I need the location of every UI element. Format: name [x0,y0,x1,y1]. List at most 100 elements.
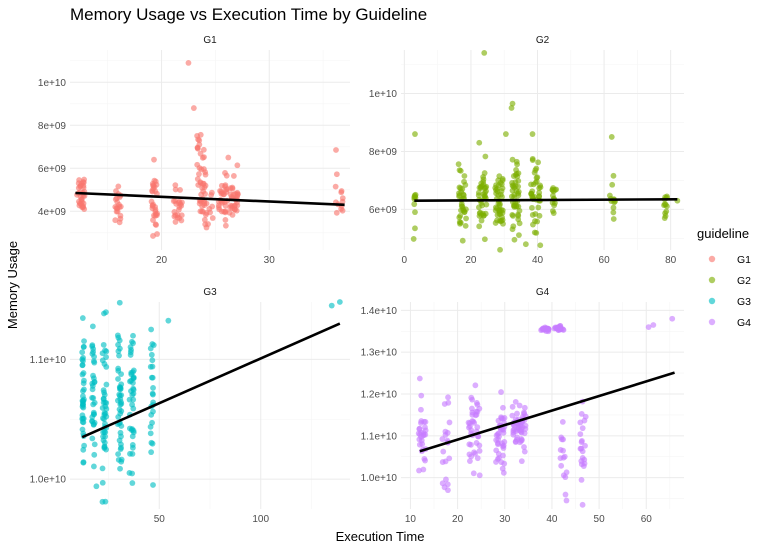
data-point [172,186,179,193]
data-point [103,309,109,316]
data-point [177,187,183,193]
data-point [531,229,538,236]
data-point [440,448,447,455]
data-point [115,414,122,420]
data-point [509,100,516,107]
data-point [512,182,519,189]
data-point [579,448,586,455]
data-point [478,183,485,190]
data-point [457,185,464,192]
data-point [482,153,489,160]
data-point [152,211,159,217]
data-point [537,184,544,191]
data-point [89,414,96,420]
trend-line [419,371,675,453]
data-point [101,411,108,418]
data-point [540,325,546,332]
data-point [473,411,480,418]
data-point [209,189,215,196]
data-point [229,185,236,192]
data-point [79,349,86,356]
data-point [530,221,536,228]
y-tick-label: 1e+10 [38,78,67,89]
data-point [203,209,210,216]
data-point [225,154,232,161]
data-point [234,162,241,169]
trend-line [81,322,341,439]
data-point [499,176,506,182]
data-point [514,410,520,417]
data-point [458,201,465,207]
data-point [476,448,483,454]
data-point [148,411,155,418]
data-point [459,237,466,244]
data-point [468,441,474,448]
data-point [610,172,617,179]
data-point [151,177,158,184]
data-point [509,412,516,419]
y-tick-label: 6e+09 [38,164,67,175]
data-point [100,341,107,348]
data-point [79,362,86,368]
data-point [90,372,96,379]
data-point [89,386,96,393]
data-point [332,183,339,190]
data-point [559,418,566,425]
data-point [100,387,107,394]
data-point [550,210,557,216]
data-point [200,146,207,153]
data-point [578,477,585,483]
data-point [172,212,179,219]
data-point [476,223,483,230]
data-point [462,182,469,188]
data-point [610,204,617,211]
y-axis-title: Memory Usage [5,241,20,329]
data-point [116,352,122,359]
panel-g3: 50 100 1.0e+10 1.1e+10 G3 [30,287,350,525]
data-point [457,167,464,174]
data-point [79,426,86,433]
data-point [113,188,119,194]
data-point [498,389,504,395]
data-point [445,394,451,401]
data-point [90,395,97,401]
data-point [460,192,467,199]
data-point [558,462,565,469]
data-point [150,182,157,189]
data-point [422,457,428,464]
legend-label: G2 [737,275,751,287]
data-point [483,183,490,190]
data-point [150,385,156,391]
data-point [476,405,483,412]
y-tick-label: 8e+09 [369,147,398,158]
data-point [190,105,197,111]
data-point [80,459,87,466]
data-point [209,215,216,221]
data-point [81,338,87,345]
data-point [563,469,570,476]
data-point [441,401,448,407]
data-point [129,470,136,477]
data-point [101,439,108,446]
y-tick-label: 1.4e+10 [361,306,398,317]
data-point [608,134,615,140]
data-point [117,385,123,391]
data-point [90,349,97,355]
data-point [662,213,669,219]
data-point [663,208,670,215]
data-point [481,49,488,56]
data-point [418,406,424,413]
x-tick-label: 20 [465,255,477,266]
y-tick-label: 1.2e+10 [361,390,398,401]
data-point [150,482,156,488]
data-point [529,155,536,162]
data-point [222,217,229,223]
panel-g2: 0 20 40 60 80 6e+09 8e+09 1e+10 G2 [369,35,684,266]
data-point [535,204,542,211]
data-point [422,427,429,434]
data-point [509,403,516,410]
legend-key [708,297,716,305]
data-point [130,332,136,339]
data-point [519,424,526,431]
data-point [148,449,155,456]
